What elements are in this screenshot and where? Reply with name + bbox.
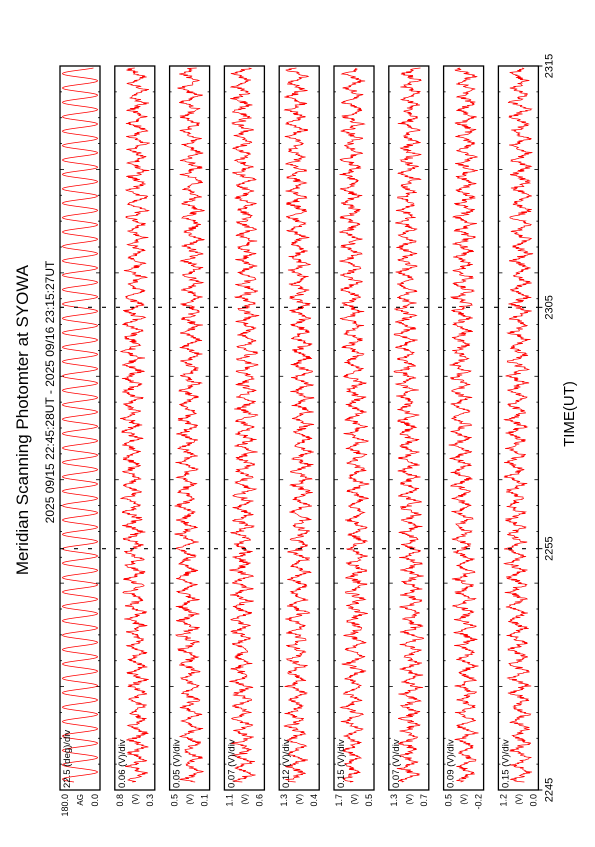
panel-tick-high: 1.2 [498, 794, 508, 807]
panel-7: 0.07 (V)/div 1.3 (V) 0.7 [388, 65, 430, 807]
panel-unit: (V) [131, 794, 140, 805]
panel-scale-label: 0.07 (V)/div [391, 739, 402, 788]
panel-unit: (V) [405, 794, 414, 805]
x-axis-label: TIME(UT) [561, 381, 578, 447]
panel-6: 0.15 (V)/div 1.7 (V) 0.5 [333, 65, 375, 807]
x-tick-label: 2255 [543, 536, 555, 560]
panel-unit: (V) [514, 794, 523, 805]
panel-tick-high: 180.0 [60, 794, 70, 817]
signal-trace [119, 67, 150, 783]
panel-tick-high: 1.3 [279, 794, 289, 807]
panel-tick-low: 0.6 [254, 794, 264, 807]
signal-trace [393, 67, 425, 783]
panel-tick-high: 0.5 [170, 794, 180, 807]
panel-scale-label: 0.09 (V)/div [446, 739, 457, 788]
x-tick-label: 2245 [543, 778, 555, 802]
panel-scale-label: 0.07 (V)/div [226, 739, 237, 788]
panel-scale-label: 0.15 (V)/div [500, 739, 511, 788]
panel-scale-label: 0.15 (V)/div [336, 739, 347, 788]
panel-unit: (V) [186, 794, 195, 805]
panel-tick-high: 1.7 [334, 794, 344, 807]
panel-4: 0.07 (V)/div 1.1 (V) 0.6 [223, 65, 266, 807]
x-tick-label: 2305 [543, 295, 555, 319]
panel-unit: (V) [295, 794, 304, 805]
panel-unit: (V) [460, 794, 469, 805]
panel-tick-low: 0.3 [145, 794, 155, 807]
panel-3: 0.05 (V)/div 0.5 (V) 0.1 [168, 65, 211, 807]
panel-tick-low: 0.0 [528, 794, 538, 807]
chart-title: Meridian Scanning Photomter at SYOWA [13, 264, 32, 575]
panel-frame [388, 65, 430, 791]
panel-scale-label: 0.05 (V)/div [172, 739, 183, 788]
x-ticks-group: 2245 2255 2305 2315 [60, 54, 555, 802]
panel-tick-low: -0.2 [474, 794, 484, 810]
signal-trace [61, 67, 99, 783]
panel-scale-label: 0.12 (V)/div [281, 739, 292, 788]
signal-trace [229, 67, 260, 783]
panel-9: 0.15 (V)/div 1.2 (V) 0.0 [497, 65, 540, 807]
panel-unit: (V) [240, 794, 249, 805]
panel-tick-low: 0.5 [364, 794, 374, 807]
panel-tick-low: 0.7 [419, 794, 429, 807]
chart-subtitle: 2025 09/15 22:45:28UT - 2025 09/16 23:15… [43, 260, 57, 523]
panels-group: 22.5 (deg)/div 180.0 AG 0.0 0.06 (V)/div 0.8 (… [59, 65, 540, 817]
panel-tick-low: 0.1 [200, 794, 210, 807]
panel-frame [114, 65, 156, 791]
signal-trace [174, 67, 205, 783]
panel-tick-low: 0.4 [309, 794, 319, 807]
panel-scale-label: 0.06 (V)/div [117, 739, 128, 788]
panel-tick-high: 1.1 [224, 794, 234, 807]
panel-tick-low: 0.0 [90, 794, 100, 807]
panel-unit: (V) [350, 794, 359, 805]
panel-unit: AG [76, 794, 85, 806]
signal-trace [283, 67, 315, 783]
panel-8: 0.09 (V)/div 0.5 (V) -0.2 [442, 65, 485, 810]
panel-tick-high: 1.3 [389, 794, 399, 807]
panel-tick-high: 0.8 [115, 794, 125, 807]
panel-tick-high: 0.5 [444, 794, 454, 807]
signal-trace [448, 67, 479, 783]
signal-trace [338, 67, 370, 783]
panel-scale-label: 22.5 (deg)/div [62, 730, 73, 788]
panel-5: 0.12 (V)/div 1.3 (V) 0.4 [278, 65, 320, 807]
panel-2: 0.06 (V)/div 0.8 (V) 0.3 [114, 65, 156, 807]
x-tick-label: 2315 [543, 54, 555, 78]
signal-trace [503, 67, 534, 783]
panel-1: 22.5 (deg)/div 180.0 AG 0.0 [59, 65, 101, 817]
